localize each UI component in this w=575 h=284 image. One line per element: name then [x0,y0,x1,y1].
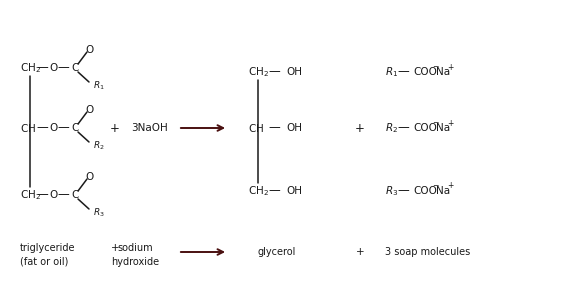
Text: OH: OH [286,67,302,77]
Text: +: + [110,122,120,135]
Text: Na: Na [436,123,450,133]
Text: OH: OH [286,123,302,133]
Text: +: + [110,243,120,253]
Text: $\mathregular{CH_2}$: $\mathregular{CH_2}$ [248,184,269,198]
Text: —: — [57,189,69,202]
Text: 3NaOH: 3NaOH [132,123,168,133]
Text: +: + [355,122,365,135]
Text: COO: COO [413,67,437,77]
Text: O: O [49,63,57,73]
Text: —: — [36,62,48,74]
Text: O: O [49,123,57,133]
Text: —: — [268,122,280,135]
Text: $\mathregular{CH_2}$: $\mathregular{CH_2}$ [248,65,269,79]
Text: (fat or oil): (fat or oil) [20,257,68,267]
Text: +: + [447,118,453,128]
Text: −: − [432,62,438,72]
Text: $\mathregular{CH}$: $\mathregular{CH}$ [248,122,264,134]
Text: —: — [57,62,69,74]
Text: −: − [432,181,438,191]
Text: O: O [86,105,94,115]
Text: $\mathregular{CH_2}$: $\mathregular{CH_2}$ [20,61,41,75]
Text: C: C [71,63,79,73]
Text: —: — [397,122,409,135]
Text: $\mathit{R}_{2}$: $\mathit{R}_{2}$ [385,121,398,135]
Text: $\mathregular{CH}$: $\mathregular{CH}$ [20,122,36,134]
Text: COO: COO [413,123,437,133]
Text: $\mathit{R}_{3}$: $\mathit{R}_{3}$ [385,184,398,198]
Text: OH: OH [286,186,302,196]
Text: +: + [447,62,453,72]
Text: COO: COO [413,186,437,196]
Text: $\mathit{R}_{1}$: $\mathit{R}_{1}$ [385,65,398,79]
Text: hydroxide: hydroxide [111,257,159,267]
Text: Na: Na [436,67,450,77]
Text: O: O [86,172,94,182]
Text: 3 soap molecules: 3 soap molecules [385,247,470,257]
Text: —: — [268,185,280,197]
Text: —: — [397,66,409,78]
Text: $\mathit{R}_3$: $\mathit{R}_3$ [93,207,105,219]
Text: Na: Na [436,186,450,196]
Text: sodium: sodium [117,243,153,253]
Text: —: — [36,189,48,202]
Text: —: — [57,122,69,135]
Text: C: C [71,123,79,133]
Text: $\mathit{R}_2$: $\mathit{R}_2$ [93,140,105,152]
Text: +: + [447,181,453,191]
Text: O: O [86,45,94,55]
Text: —: — [36,122,48,135]
Text: $\mathregular{CH_2}$: $\mathregular{CH_2}$ [20,188,41,202]
Text: O: O [49,190,57,200]
Text: $\mathit{R}_1$: $\mathit{R}_1$ [93,80,105,92]
Text: −: − [432,118,438,128]
Text: +: + [356,247,365,257]
Text: glycerol: glycerol [258,247,296,257]
Text: —: — [397,185,409,197]
Text: —: — [268,66,280,78]
Text: triglyceride: triglyceride [20,243,75,253]
Text: C: C [71,190,79,200]
